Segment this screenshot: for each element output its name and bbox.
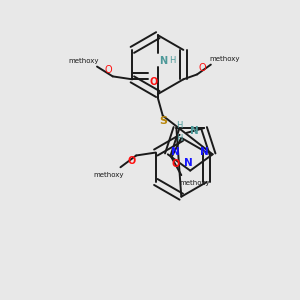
- Text: methoxy: methoxy: [93, 172, 124, 178]
- Text: methoxy: methoxy: [209, 56, 240, 62]
- Text: N: N: [184, 158, 193, 168]
- Text: methoxy: methoxy: [180, 180, 210, 186]
- Text: methoxy: methoxy: [68, 58, 98, 64]
- Text: N: N: [171, 147, 180, 158]
- Text: O: O: [150, 77, 158, 87]
- Text: N: N: [190, 126, 199, 136]
- Text: H: H: [169, 56, 176, 65]
- Text: H: H: [176, 134, 183, 143]
- Text: S: S: [159, 116, 167, 126]
- Text: H: H: [176, 121, 183, 130]
- Text: N: N: [200, 147, 209, 158]
- Text: O: O: [171, 159, 179, 169]
- Text: O: O: [198, 63, 206, 73]
- Text: N: N: [159, 56, 167, 66]
- Text: O: O: [127, 156, 135, 167]
- Text: O: O: [104, 64, 112, 74]
